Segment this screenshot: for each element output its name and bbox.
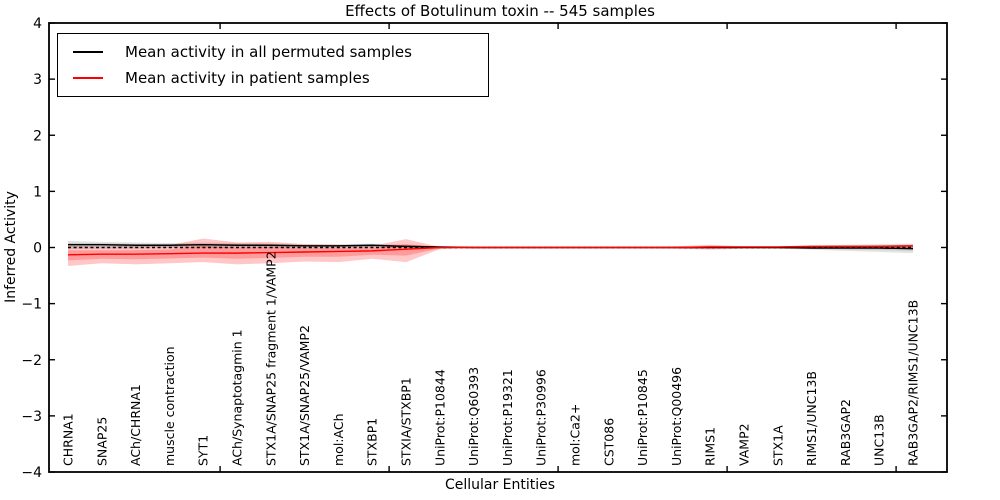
- permuted-line-swatch: [73, 51, 103, 53]
- line-series-1: [67, 245, 914, 256]
- x-category-label: VAMP2: [737, 423, 752, 466]
- x-category-label: UniProt:Q00496: [669, 367, 684, 466]
- y-axis-label: Inferred Activity: [3, 191, 19, 303]
- x-category-label: STXIA/STXBP1: [399, 377, 414, 466]
- x-category-label: STXBP1: [365, 418, 380, 466]
- x-category-label: STX1A/SNAP25/VAMP2: [297, 325, 312, 466]
- x-category-label: UNC13B: [872, 414, 887, 466]
- y-tick-label: −3: [21, 409, 42, 425]
- x-category-label: UniProt:P10845: [635, 369, 650, 466]
- y-tick-label: −2: [21, 353, 42, 369]
- x-category-label: CHRNA1: [61, 413, 76, 466]
- y-tick-label: 3: [33, 72, 42, 88]
- legend-label-permuted: Mean activity in all permuted samples: [125, 43, 412, 61]
- y-tick-label: −1: [21, 297, 42, 313]
- x-category-label: SNAP25: [94, 417, 109, 466]
- x-category-label: CST086: [601, 418, 616, 466]
- legend-box: Mean activity in all permuted samples Me…: [57, 33, 489, 97]
- legend-label-patient: Mean activity in patient samples: [125, 69, 370, 87]
- x-category-label: UniProt:P10844: [432, 369, 447, 466]
- chart-title: Effects of Botulinum toxin -- 545 sample…: [345, 2, 655, 20]
- x-category-label: SYT1: [196, 435, 211, 466]
- x-category-label: RAB3GAP2: [838, 399, 853, 466]
- legend-entry-patient: Mean activity in patient samples: [58, 65, 488, 91]
- legend-entry-permuted: Mean activity in all permuted samples: [58, 39, 488, 65]
- x-category-label: muscle contraction: [162, 346, 177, 466]
- x-category-label: RIMS1: [703, 427, 718, 466]
- band-inner-patient-samples-ci: [68, 244, 913, 261]
- x-category-label: RAB3GAP2/RIMS1/UNC13B: [906, 300, 921, 466]
- x-category-label: ACh/Synaptotagmin 1: [230, 329, 245, 466]
- x-category-label: STX1A/SNAP25 fragment 1/VAMP2: [263, 251, 278, 466]
- patient-line-swatch: [73, 77, 103, 79]
- x-category-label: UniProt:P19321: [500, 369, 515, 466]
- y-tick-label: 2: [33, 128, 42, 144]
- x-category-label: ACh/CHRNA1: [128, 384, 143, 466]
- x-category-label: mol:ACh: [331, 414, 346, 467]
- y-tick-label: 0: [33, 241, 42, 257]
- x-axis-label: Cellular Entities: [444, 477, 556, 493]
- y-tick-label: −4: [21, 465, 42, 481]
- x-category-label: UniProt:P30996: [534, 369, 549, 466]
- x-category-label: UniProt:Q60393: [466, 367, 481, 466]
- x-category-label: mol:Ca2+: [568, 404, 583, 466]
- x-category-label: STX1A: [770, 425, 785, 466]
- x-category-label: RIMS1/UNC13B: [804, 371, 819, 466]
- y-tick-label: 4: [33, 16, 42, 32]
- y-tick-label: 1: [33, 184, 42, 200]
